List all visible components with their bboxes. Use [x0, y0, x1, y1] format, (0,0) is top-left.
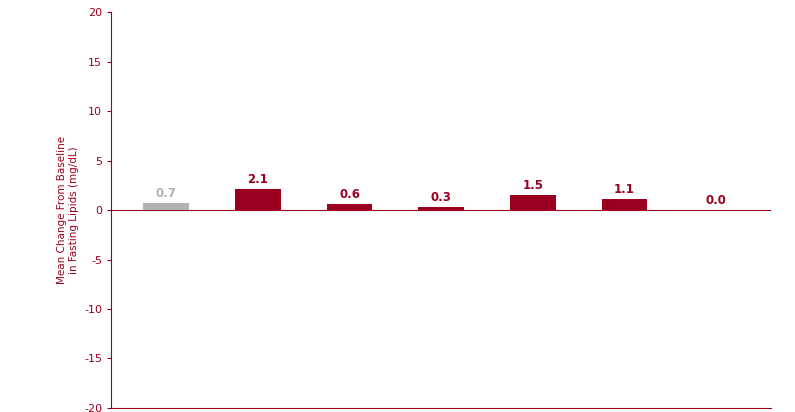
- Text: 0.0: 0.0: [706, 194, 727, 207]
- Bar: [143, 203, 189, 210]
- Text: 0.7: 0.7: [156, 187, 176, 200]
- Bar: [418, 207, 464, 210]
- Text: 1.5: 1.5: [522, 179, 543, 192]
- Text: 1.1: 1.1: [614, 183, 635, 196]
- Text: 0.3: 0.3: [431, 191, 452, 204]
- Bar: [510, 195, 556, 210]
- Bar: [602, 199, 647, 210]
- Bar: [235, 190, 281, 210]
- Text: 0.6: 0.6: [339, 188, 360, 201]
- Text: 2.1: 2.1: [247, 173, 269, 186]
- Bar: [327, 204, 373, 210]
- Y-axis label: Mean Change From Baseline
in Fasting Lipids (mg/dL): Mean Change From Baseline in Fasting Lip…: [57, 136, 79, 284]
